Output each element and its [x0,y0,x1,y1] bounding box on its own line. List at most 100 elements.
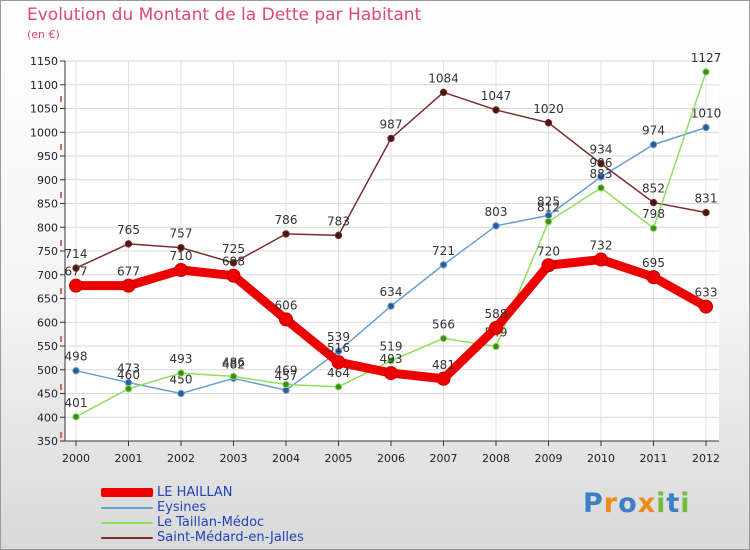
x-tick-label: 2010 [587,452,615,465]
data-label: 974 [642,124,665,138]
data-label: 934 [590,143,613,157]
data-point [72,413,80,421]
data-point [174,263,188,277]
data-label: 1047 [481,89,512,103]
data-label: 721 [432,244,455,258]
data-label: 493 [170,352,193,366]
data-point [597,173,605,181]
data-point [597,184,605,192]
data-label: 906 [590,156,613,170]
data-label: 803 [485,205,508,219]
chart-subtitle: (en €) [27,28,60,41]
y-tick-label: 1150 [30,55,58,68]
data-point [226,268,241,283]
legend: LE HAILLAN Eysines Le Taillan-Médoc Saint-M… [101,485,304,545]
legend-label: Saint-Médard-en-Jalles [157,530,304,545]
y-tick-label: 500 [37,364,58,377]
data-label: 714 [65,247,88,261]
data-label: 519 [380,340,403,354]
data-point [544,217,553,226]
data-label: 486 [222,355,245,369]
data-point [492,106,500,114]
data-point [439,261,448,269]
data-point [279,312,293,327]
data-point [124,240,133,248]
data-point [69,278,83,293]
x-tick-label: 2008 [482,452,510,465]
data-point [177,243,185,252]
data-label: 677 [117,265,140,279]
data-point [282,230,290,238]
data-label: 460 [117,368,140,382]
data-point [649,224,658,232]
data-label: 698 [222,255,245,269]
y-tick-label: 450 [37,388,58,401]
data-label: 450 [170,373,193,387]
data-point [439,334,448,343]
data-point [177,369,185,377]
data-label: 566 [432,317,455,331]
x-tick-label: 2005 [325,452,353,465]
x-tick-label: 2007 [430,452,458,465]
legend-swatch [101,536,153,539]
data-label: 883 [590,167,613,181]
series-saint-m-dard-en-jalles: 714 765 757 725 786 783 987 1084 1047 1020 934 852 8… [65,71,718,272]
data-point [436,371,451,386]
y-tick-label: 600 [37,316,58,329]
data-point [544,119,553,127]
data-label: 539 [327,330,350,344]
data-label: 1127 [691,51,722,65]
data-point [72,367,80,375]
y-tick-label: 950 [37,150,58,163]
data-point [177,389,185,398]
data-point [597,159,605,168]
data-label: 516 [327,341,350,355]
data-label: 457 [275,369,298,383]
data-label: 825 [537,194,560,208]
legend-swatch [101,506,153,509]
data-point [492,222,500,230]
data-point [649,198,658,207]
data-point [124,385,133,393]
data-label: 1010 [691,107,722,121]
data-point [229,259,238,267]
x-tick-label: 2003 [220,452,248,465]
data-label: 695 [642,256,665,270]
data-label: 606 [275,298,298,312]
data-label: 464 [327,366,350,380]
legend-item: Eysines [101,500,304,515]
data-label: 482 [222,357,245,371]
data-label: 720 [537,244,560,258]
y-tick-label: 1100 [30,79,58,92]
data-label: 401 [65,396,88,410]
data-point [699,299,713,314]
x-tick-label: 2006 [377,452,405,465]
legend-item: LE HAILLAN [101,485,304,500]
data-label: 987 [380,117,403,131]
chart-title: Evolution du Montant de la Dette par Hab… [27,5,422,25]
data-point [594,252,608,267]
data-label: 633 [695,286,718,300]
data-point [646,270,661,285]
legend-label: LE HAILLAN [157,485,233,500]
y-tick-label: 850 [37,198,58,211]
data-label: 469 [275,363,298,377]
data-label: 493 [380,352,403,366]
data-point [489,320,503,335]
x-tick-label: 2009 [535,452,563,465]
legend-item: Le Taillan-Médoc [101,515,304,530]
y-tick-label: 550 [37,340,58,353]
x-tick-label: 2004 [272,452,300,465]
data-label: 757 [170,227,193,241]
series-eysines: 498 473 450 482 457 539 634 721 803 825 906 974 1010 [65,107,722,398]
data-point [541,258,556,273]
y-tick-label: 800 [37,221,58,234]
data-point [702,68,710,76]
data-label: 798 [642,207,665,221]
x-tick-label: 2000 [62,452,90,465]
data-point [439,88,448,97]
data-label: 831 [695,192,718,206]
legend-label: Eysines [157,500,207,515]
